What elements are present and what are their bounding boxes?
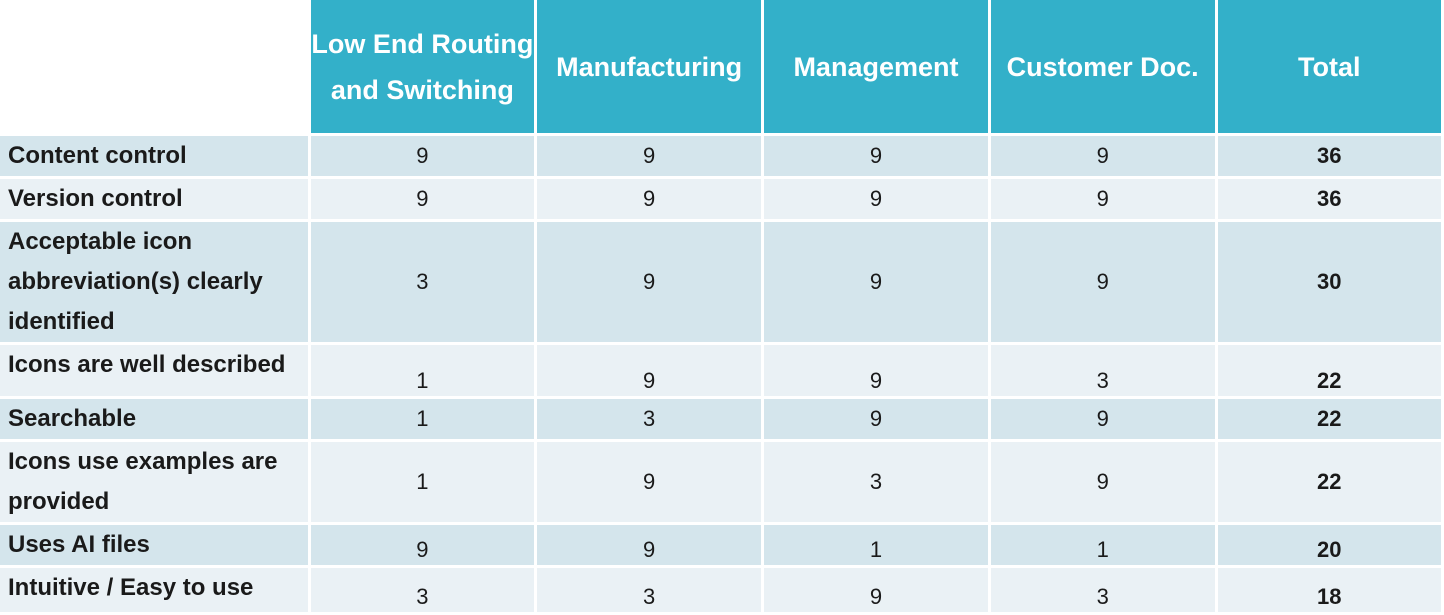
table-row: Intuitive / Easy to use 3 3 9 3 18 <box>0 568 1441 612</box>
header-corner <box>0 0 308 133</box>
row-label: Content control <box>0 136 308 176</box>
cell-value: 9 <box>764 345 988 396</box>
cell-value: 3 <box>310 568 535 612</box>
cell-value: 9 <box>537 525 762 565</box>
cell-total: 22 <box>1217 345 1441 396</box>
cell-value: 1 <box>990 525 1215 565</box>
cell-value: 9 <box>764 222 988 342</box>
cell-total: 30 <box>1217 222 1441 342</box>
cell-value: 1 <box>764 525 988 565</box>
row-label: Searchable <box>0 399 308 439</box>
cell-value: 9 <box>310 136 535 176</box>
table-row: Version control 9 9 9 9 36 <box>0 179 1441 219</box>
cell-total: 18 <box>1217 568 1441 612</box>
header-low-end-routing: Low End Routing and Switching <box>310 0 535 133</box>
cell-value: 9 <box>990 442 1215 522</box>
cell-value: 3 <box>764 442 988 522</box>
cell-value: 9 <box>990 179 1215 219</box>
header-row: Low End Routing and Switching Manufactur… <box>0 0 1441 133</box>
cell-value: 9 <box>764 179 988 219</box>
cell-value: 3 <box>310 222 535 342</box>
row-label: Intuitive / Easy to use <box>0 568 308 612</box>
table-row: Acceptable icon abbreviation(s) clearly … <box>0 222 1441 342</box>
table-row: Uses AI files 9 9 1 1 20 <box>0 525 1441 565</box>
cell-total: 36 <box>1217 136 1441 176</box>
row-label: Icons are well described <box>0 345 308 396</box>
row-label: Acceptable icon abbreviation(s) clearly … <box>0 222 308 342</box>
cell-value: 3 <box>537 568 762 612</box>
cell-value: 9 <box>310 179 535 219</box>
cell-value: 9 <box>990 136 1215 176</box>
cell-value: 9 <box>537 136 762 176</box>
table-row: Content control 9 9 9 9 36 <box>0 136 1441 176</box>
table-row: Searchable 1 3 9 9 22 <box>0 399 1441 439</box>
header-total: Total <box>1217 0 1441 133</box>
cell-total: 22 <box>1217 442 1441 522</box>
cell-value: 9 <box>764 568 988 612</box>
cell-total: 36 <box>1217 179 1441 219</box>
cell-value: 9 <box>990 222 1215 342</box>
header-management: Management <box>764 0 988 133</box>
cell-value: 3 <box>990 568 1215 612</box>
cell-value: 9 <box>537 345 762 396</box>
row-label: Uses AI files <box>0 525 308 565</box>
table-row: Icons are well described 1 9 9 3 22 <box>0 345 1441 396</box>
cell-value: 9 <box>537 179 762 219</box>
cell-value: 3 <box>990 345 1215 396</box>
cell-value: 9 <box>764 399 988 439</box>
cell-value: 1 <box>310 442 535 522</box>
row-label: Icons use examples are provided <box>0 442 308 522</box>
cell-total: 22 <box>1217 399 1441 439</box>
cell-value: 9 <box>990 399 1215 439</box>
header-manufacturing: Manufacturing <box>537 0 762 133</box>
row-label: Version control <box>0 179 308 219</box>
cell-value: 9 <box>537 222 762 342</box>
cell-value: 1 <box>310 345 535 396</box>
cell-value: 1 <box>310 399 535 439</box>
cell-value: 3 <box>537 399 762 439</box>
cell-value: 9 <box>310 525 535 565</box>
header-customer-doc: Customer Doc. <box>990 0 1215 133</box>
cell-value: 9 <box>537 442 762 522</box>
cell-value: 9 <box>764 136 988 176</box>
table-row: Icons use examples are provided 1 9 3 9 … <box>0 442 1441 522</box>
cell-total: 20 <box>1217 525 1441 565</box>
